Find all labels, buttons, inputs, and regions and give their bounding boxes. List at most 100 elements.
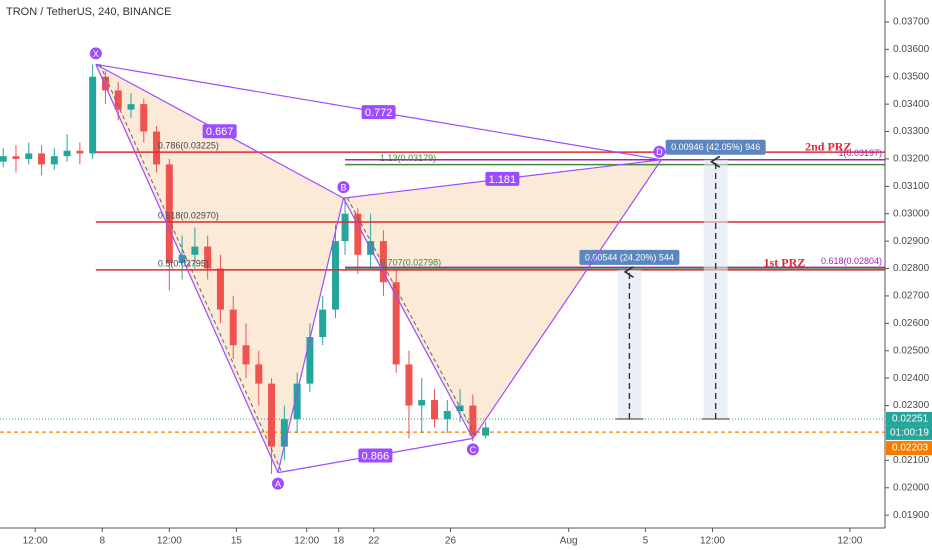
prz-label: 1(0.03197) xyxy=(838,148,882,158)
y-tick-label: 0.02900 xyxy=(893,236,930,247)
point-label: X xyxy=(93,49,99,59)
y-tick-label: 0.02800 xyxy=(893,263,930,274)
y-tick-label: 0.03500 xyxy=(893,71,930,82)
countdown-label: 01:00:19 xyxy=(890,428,929,439)
y-tick-label: 0.03300 xyxy=(893,126,930,137)
point-label: B xyxy=(340,182,346,192)
y-tick-label: 0.03600 xyxy=(893,44,930,55)
candle-body xyxy=(101,76,109,91)
point-label: D xyxy=(656,147,663,157)
candle-body xyxy=(165,164,173,264)
pattern-leg xyxy=(342,197,474,439)
ratio-box xyxy=(485,171,520,186)
prz-label: 0.618(0.02804) xyxy=(821,256,882,266)
candle-body xyxy=(268,383,276,447)
candle-body xyxy=(379,241,387,283)
fib-label: 0.618(0.02970) xyxy=(158,210,219,220)
pattern-leg xyxy=(95,64,279,473)
countdown-badge xyxy=(886,425,932,440)
candle-body xyxy=(127,104,135,110)
pattern-point xyxy=(271,477,284,490)
y-tick-label: 0.02400 xyxy=(893,373,930,384)
pattern-point xyxy=(466,443,479,456)
ratio-label: 1.181 xyxy=(489,174,517,186)
ratio-box xyxy=(202,124,237,139)
measure-label: 0.00544 (24.20%) 544 xyxy=(585,252,674,262)
candle-body xyxy=(242,345,250,365)
candle-body xyxy=(76,150,84,154)
ratio-label: 0.772 xyxy=(365,107,393,119)
y-tick-label: 0.03700 xyxy=(893,17,930,28)
measure-box xyxy=(665,139,766,155)
y-tick-label: 0.03000 xyxy=(893,208,930,219)
last-price-badge xyxy=(886,411,932,426)
y-tick-label: 0.02100 xyxy=(893,455,930,466)
candle-body xyxy=(418,400,426,406)
fib-label: 1.13(0.03179) xyxy=(380,153,436,163)
candle-body xyxy=(89,76,97,154)
x-tick-label: 12:00 xyxy=(23,536,48,547)
point-label: C xyxy=(470,445,477,455)
candle-body xyxy=(63,150,71,157)
candle-body xyxy=(306,337,314,384)
candle-body xyxy=(469,405,477,436)
ratio-box xyxy=(358,448,393,463)
y-tick-label: 0.03200 xyxy=(893,154,930,165)
measure-label: 0.00946 (42.05%) 946 xyxy=(671,142,760,152)
candle-body xyxy=(255,364,263,384)
y-tick-label: 0.03400 xyxy=(893,99,930,110)
zone-label: 2nd PRZ xyxy=(805,140,851,154)
candle-body xyxy=(38,153,46,165)
x-tick-label: 26 xyxy=(445,536,457,547)
y-tick-label: 0.01900 xyxy=(893,510,930,521)
fib-label: 0.5(0.02795) xyxy=(158,258,209,268)
ref-price-badge xyxy=(886,441,932,456)
plot-area: 0.786(0.03225) 0.618(0.02970) 0.5(0.02795)… xyxy=(0,47,885,490)
candle-body xyxy=(114,90,122,110)
pattern-dash xyxy=(347,197,478,439)
pattern-fill xyxy=(95,64,344,473)
x-tick-label: 12:00 xyxy=(157,536,182,547)
x-tick-label: 8 xyxy=(99,536,105,547)
candle-body xyxy=(443,411,451,420)
candle-body xyxy=(405,364,413,406)
x-tick-label: 18 xyxy=(333,536,345,547)
candle-body xyxy=(229,309,237,346)
candle-body xyxy=(431,400,439,420)
candle-body xyxy=(153,131,161,165)
candle-body xyxy=(216,268,224,310)
candle-body xyxy=(293,383,301,420)
candle-body xyxy=(482,427,490,436)
candle-body xyxy=(50,156,58,165)
ratio-label: 0.667 xyxy=(206,126,234,138)
y-tick-label: 0.02600 xyxy=(893,318,930,329)
axes: 0.03700 0.03600 0.03500 0.03400 0.03300 0.032… xyxy=(23,17,932,547)
x-tick-label: 12:00 xyxy=(700,536,725,547)
pattern-fill xyxy=(343,159,662,439)
pattern-leg xyxy=(277,197,345,473)
candle-body xyxy=(280,419,288,447)
pattern-point xyxy=(337,181,350,194)
ref-price-label: 0.02203 xyxy=(892,443,929,454)
y-tick-label: 0.02300 xyxy=(893,400,930,411)
candle-body xyxy=(354,213,362,255)
x-tick-label: 15 xyxy=(231,536,243,547)
point-label: A xyxy=(275,479,281,489)
ratio-box xyxy=(361,105,396,120)
candle-body xyxy=(204,246,212,269)
x-tick-label: 5 xyxy=(643,536,649,547)
measure-box xyxy=(579,249,680,265)
y-tick-label: 0.02000 xyxy=(893,482,930,493)
fib-label: 0.707(0.02798) xyxy=(380,257,441,267)
pattern-point xyxy=(653,145,666,158)
candle-body xyxy=(25,153,33,159)
candle-body xyxy=(0,156,7,162)
ratio-label: 0.866 xyxy=(362,450,390,462)
x-tick-label: 12:00 xyxy=(294,536,319,547)
x-tick-label: 22 xyxy=(368,536,380,547)
candle-body xyxy=(331,241,339,310)
x-tick-label: Aug xyxy=(560,536,578,547)
pattern-dash xyxy=(99,64,283,473)
candle-body xyxy=(341,213,349,242)
